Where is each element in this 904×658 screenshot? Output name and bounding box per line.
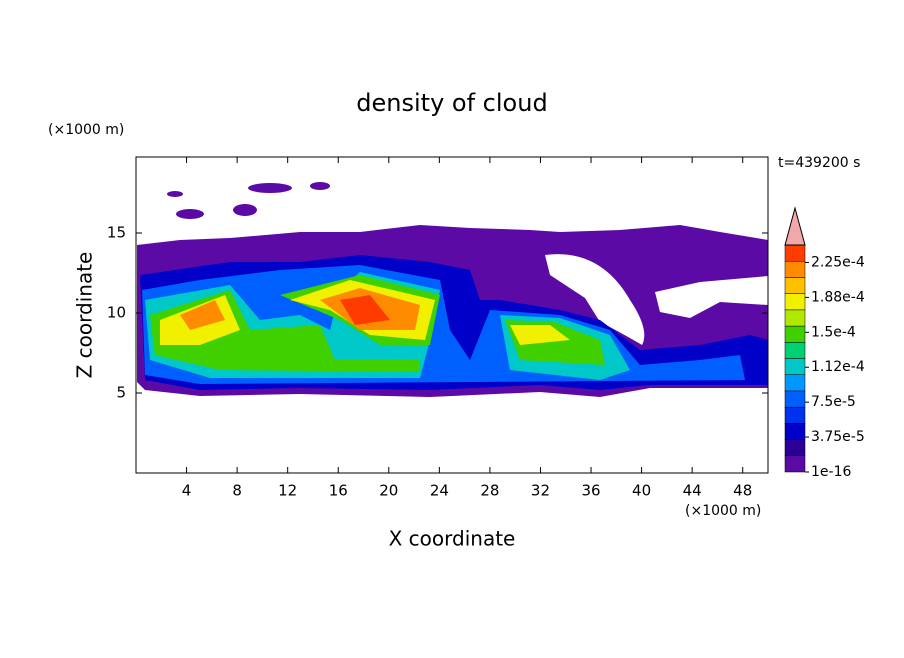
x-tick-label: 24 xyxy=(430,482,449,500)
y-tick-label: 15 xyxy=(107,224,126,242)
colorbar-tick-label: 1.12e-4 xyxy=(811,359,865,375)
colorbar-tick-label: 1e-16 xyxy=(811,464,851,480)
x-tick-label: 12 xyxy=(278,482,297,500)
colorbar-band xyxy=(784,293,806,311)
colorbar-band xyxy=(784,423,806,440)
colorbar-band xyxy=(784,455,806,473)
x-unit: (×1000 m) xyxy=(685,503,761,519)
colorbar-band xyxy=(784,342,806,359)
x-tick-label: 32 xyxy=(531,482,550,500)
time-label: t=439200 s xyxy=(778,155,860,171)
colorbar-band xyxy=(784,277,806,294)
x-axis-label: X coordinate xyxy=(389,527,516,551)
colorbar-band xyxy=(784,244,806,262)
colorbar-band xyxy=(784,325,806,343)
colorbar-tick-label: 3.75e-5 xyxy=(811,429,865,445)
colorbar-band xyxy=(784,406,806,424)
x-tick-label: 20 xyxy=(379,482,398,500)
colorbar-band xyxy=(784,358,806,375)
cloud-field xyxy=(137,182,768,397)
colorbar-tick-label: 7.5e-5 xyxy=(811,394,856,410)
x-tick-label: 48 xyxy=(733,482,752,500)
plot-frame xyxy=(135,156,769,474)
x-tick-label: 28 xyxy=(480,482,499,500)
y-axis-label: Z coordinate xyxy=(73,252,97,379)
colorbar-band xyxy=(784,309,806,327)
x-tick-label: 4 xyxy=(182,482,192,500)
colorbar-extend xyxy=(784,206,806,246)
colorbar-band xyxy=(784,439,806,457)
colorbar-tick-label: 1.88e-4 xyxy=(811,289,865,305)
x-tick-label: 16 xyxy=(329,482,348,500)
x-tick-label: 36 xyxy=(581,482,600,500)
y-tick-label: 5 xyxy=(116,384,126,402)
colorbar-band xyxy=(784,390,806,408)
colorbar-tick-label: 1.5e-4 xyxy=(811,324,856,340)
y-tick-label: 10 xyxy=(107,304,126,322)
colorbar-tick-label: 2.25e-4 xyxy=(811,254,865,270)
chart-title: density of cloud xyxy=(356,89,547,117)
x-tick-label: 44 xyxy=(683,482,702,500)
colorbar-band xyxy=(784,374,806,392)
x-tick-label: 40 xyxy=(632,482,651,500)
y-unit: (×1000 m) xyxy=(48,122,124,138)
colorbar-band xyxy=(784,260,806,278)
x-tick-label: 8 xyxy=(232,482,242,500)
